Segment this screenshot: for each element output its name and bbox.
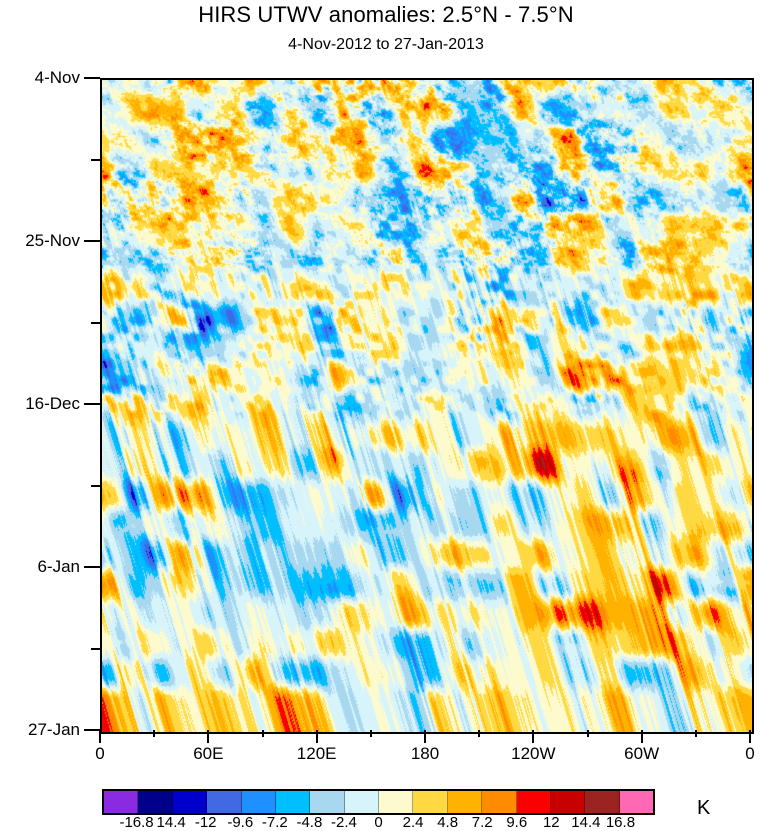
colorbar-tick-label: -7.2: [261, 814, 288, 831]
colorbar-tick-label: 14.4: [571, 814, 601, 831]
colorbar-tick-label: -12: [194, 814, 217, 831]
colorbar-swatch-13: [550, 791, 586, 813]
x-axis-tick-label: 120W: [511, 744, 556, 763]
colorbar-swatch-6: [310, 791, 345, 813]
colorbar-swatch-7: [344, 791, 379, 813]
colorbar-tick-label: 12: [542, 814, 560, 831]
colorbar-tick-label: 4.8: [437, 814, 459, 831]
colorbar-swatch-8: [379, 791, 414, 813]
x-axis-tick-label: 0: [95, 744, 105, 763]
colorbar-units-label: K: [697, 797, 711, 819]
colorbar-swatch-11: [482, 791, 517, 813]
x-axis-major-tick: [640, 730, 643, 743]
y-axis-major-tick: [84, 566, 100, 568]
colorbar-swatch-10: [447, 791, 483, 813]
colorbar-tick-label: 16.8: [605, 814, 636, 831]
colorbar-tick-label: -4.8: [296, 814, 323, 831]
x-axis-minor-tick: [153, 730, 156, 737]
y-axis-major-tick: [84, 240, 100, 242]
x-axis-minor-tick: [586, 730, 589, 737]
x-axis-minor-tick: [694, 730, 697, 737]
x-axis-major-tick: [749, 730, 751, 743]
colorbar-tick-label: 14.4: [156, 814, 186, 831]
colorbar-swatch-14: [585, 791, 620, 813]
x-axis-major-tick: [532, 730, 535, 743]
colorbar-swatch-0: [104, 791, 139, 813]
y-axis-minor-tick: [91, 647, 100, 650]
x-axis-major-tick: [424, 730, 426, 743]
colorbar-tick-label: -9.6: [227, 814, 254, 831]
x-axis-minor-tick: [369, 730, 372, 737]
colorbar-tick-label: 7.2: [471, 814, 493, 831]
colorbar-tick-label: 2.4: [402, 814, 424, 831]
colorbar-swatch-2: [172, 791, 208, 813]
y-axis-major-tick: [84, 729, 100, 731]
page-title: HIRS UTWV anomalies: 2.5°N - 7.5°N: [198, 2, 574, 27]
colorbar-swatch-4: [241, 791, 276, 813]
colorbar-tick-label: -2.4: [331, 814, 357, 831]
hovmoller-plot-area: [100, 78, 754, 734]
y-axis-major-tick: [84, 403, 100, 405]
y-axis-tick-label: 4-Nov: [34, 68, 80, 87]
colorbar-swatch-3: [207, 791, 242, 813]
x-axis-minor-tick: [261, 730, 264, 737]
x-axis-tick-label: 120E: [296, 744, 337, 763]
x-axis-minor-tick: [478, 730, 481, 737]
figure-subtitle: 4-Nov-2012 to 27-Jan-2013: [288, 36, 484, 53]
colorbar-swatch-12: [516, 791, 551, 813]
x-axis-tick-label: 60E: [193, 744, 224, 763]
x-axis-tick-label: 0: [745, 744, 755, 763]
colorbar-swatch-5: [275, 791, 311, 813]
y-axis-tick-label: 6-Jan: [37, 557, 80, 576]
colorbar-swatch-1: [138, 791, 173, 813]
colorbar-tick-label: 9.6: [506, 814, 528, 831]
y-axis-major-tick: [84, 77, 100, 79]
colorbar-swatch-15: [619, 791, 653, 813]
colorbar-tick-label: 0: [374, 814, 383, 831]
x-axis-major-tick: [207, 730, 210, 743]
y-axis-tick-label: 25-Nov: [25, 231, 80, 250]
x-axis-tick-label: 60W: [624, 744, 660, 763]
y-axis-minor-tick: [91, 158, 100, 161]
y-axis-tick-label: 27-Jan: [28, 720, 80, 739]
colorbar-tick-label: -16.8: [119, 814, 154, 831]
contour-field: [102, 80, 752, 732]
y-axis-minor-tick: [91, 321, 100, 324]
colorbar[interactable]: [102, 789, 655, 815]
x-axis-tick-label: 180: [410, 744, 440, 763]
y-axis-minor-tick: [91, 484, 100, 487]
x-axis-major-tick: [99, 730, 101, 743]
colorbar-swatch-9: [413, 791, 448, 813]
x-axis-major-tick: [315, 730, 318, 743]
y-axis-tick-label: 16-Dec: [25, 394, 80, 413]
